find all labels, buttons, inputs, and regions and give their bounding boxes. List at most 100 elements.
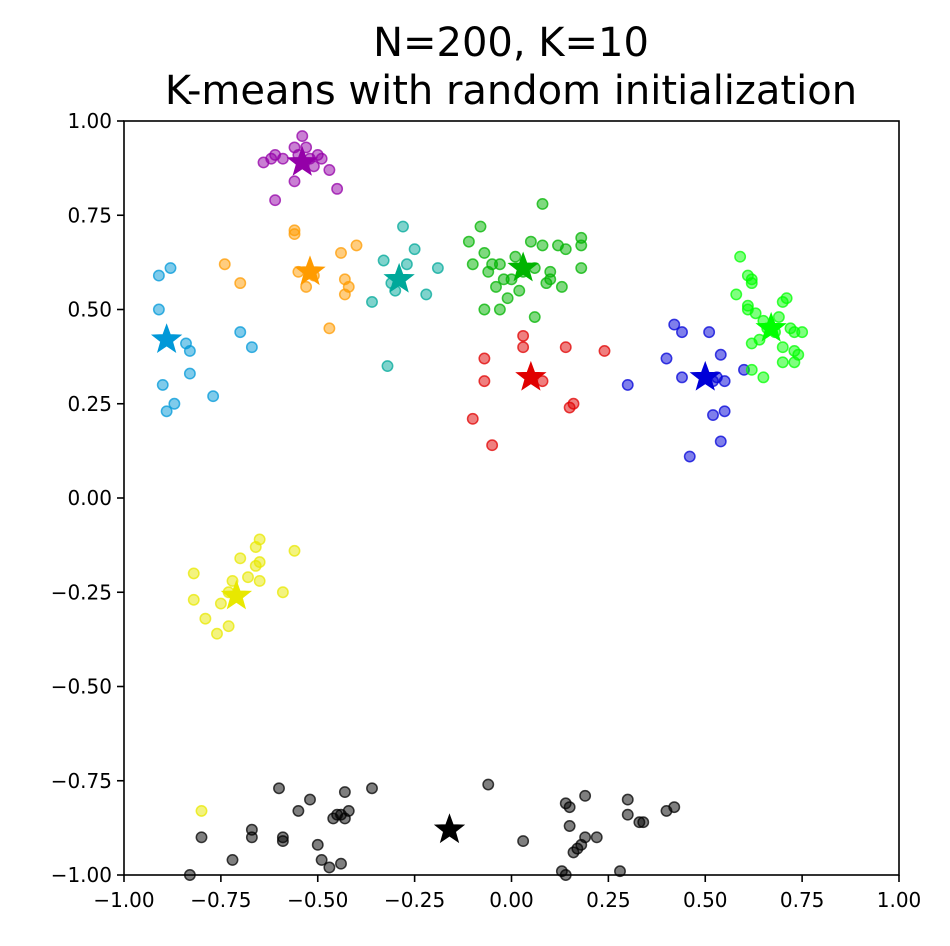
data-point: [796, 326, 809, 339]
data-point: [168, 397, 181, 410]
data-point: [292, 804, 305, 817]
centroid-star: [755, 311, 787, 342]
data-point: [288, 544, 301, 557]
x-tick-label: 0.00: [489, 888, 534, 912]
data-point: [660, 352, 673, 365]
data-point: [183, 367, 196, 380]
x-tick-label: 1.00: [877, 888, 922, 912]
centroid-star: [507, 251, 539, 282]
centroid-star: [689, 360, 721, 391]
data-point: [753, 333, 766, 346]
x-tick-label: −0.25: [384, 888, 445, 912]
data-point: [741, 303, 754, 316]
centroid-star: [515, 360, 547, 391]
data-point: [152, 303, 165, 316]
data-point: [575, 262, 588, 274]
data-point: [397, 220, 409, 233]
data-point: [199, 612, 212, 625]
data-point: [621, 793, 634, 806]
data-point: [528, 311, 541, 323]
y-tick-label: −0.50: [51, 675, 112, 699]
data-point: [466, 258, 479, 271]
centroid-star: [150, 323, 183, 353]
x-tick-label: −1.00: [93, 888, 154, 912]
data-point: [195, 804, 208, 817]
y-tick-label: 1.00: [67, 109, 112, 133]
data-point: [745, 277, 758, 290]
data-point: [718, 405, 731, 418]
data-point: [152, 269, 165, 282]
data-point: [207, 390, 220, 403]
data-point: [338, 786, 351, 799]
data-point: [156, 378, 169, 391]
data-point: [718, 375, 731, 388]
data-point: [331, 182, 344, 195]
data-point: [462, 235, 475, 248]
data-point: [408, 243, 421, 256]
data-point: [536, 239, 549, 252]
data-point: [524, 235, 537, 248]
data-point: [195, 831, 208, 844]
data-point: [335, 857, 347, 870]
data-point: [288, 224, 301, 237]
data-point: [478, 247, 491, 259]
data-point: [478, 303, 491, 316]
data-point: [621, 378, 634, 391]
data-point: [242, 571, 254, 584]
data-point: [269, 194, 282, 207]
y-tick-label: −0.25: [51, 580, 112, 604]
data-point: [366, 782, 378, 795]
cluster-8: [187, 533, 301, 817]
data-point: [249, 559, 262, 572]
data-point: [544, 265, 557, 278]
data-point: [350, 239, 363, 252]
centroid-star: [294, 255, 326, 286]
data-point: [296, 130, 309, 143]
data-point: [513, 284, 526, 297]
data-point: [315, 853, 328, 866]
data-point: [637, 816, 650, 829]
data-point: [579, 831, 592, 844]
data-point: [276, 586, 289, 599]
data-point: [164, 262, 177, 274]
chart-title-line-2: K-means with random initialization: [165, 68, 857, 114]
data-point: [493, 303, 506, 316]
data-point: [486, 258, 499, 271]
data-point: [788, 356, 801, 369]
data-point: [567, 397, 580, 410]
data-point: [187, 593, 200, 606]
data-point: [614, 865, 626, 878]
data-point: [563, 801, 576, 814]
data-point: [730, 288, 743, 301]
data-point: [311, 838, 324, 851]
data-point: [780, 292, 793, 305]
data-point: [183, 345, 196, 357]
x-tick-label: −0.75: [190, 888, 251, 912]
x-tick-label: 0.25: [586, 888, 631, 912]
data-point: [304, 793, 316, 806]
data-point: [668, 318, 681, 331]
data-point: [776, 341, 789, 354]
data-point: [276, 835, 289, 848]
data-point: [575, 239, 588, 252]
centroid-star: [433, 813, 466, 844]
data-point: [234, 552, 247, 565]
data-point: [214, 597, 227, 610]
cluster-0: [257, 130, 344, 207]
data-point: [536, 197, 549, 210]
data-point: [245, 341, 258, 354]
cluster-9: [183, 778, 681, 881]
data-point: [590, 831, 603, 844]
data-point: [734, 250, 747, 263]
data-point: [400, 258, 413, 271]
data-point: [745, 363, 758, 376]
data-point: [509, 250, 522, 263]
data-point: [559, 341, 572, 354]
data-point: [482, 778, 495, 791]
data-point: [517, 835, 530, 848]
chart-title-line-1: N=200, K=10: [373, 20, 649, 66]
data-point: [323, 164, 336, 176]
data-point: [366, 296, 378, 308]
